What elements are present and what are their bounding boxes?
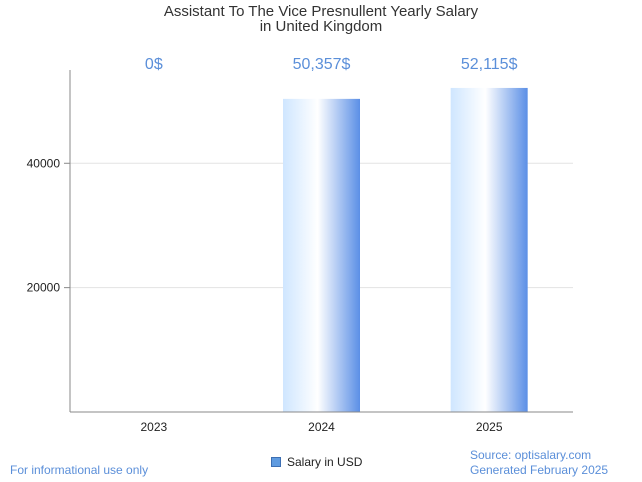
value-label: 52,115$	[461, 56, 518, 73]
value-label: 50,357$	[293, 56, 351, 73]
x-tick-label: 2025	[476, 420, 503, 434]
bars	[283, 87, 528, 412]
legend: Salary in USD	[271, 455, 362, 469]
chart-title: Assistant To The Vice Presnullent Yearly…	[0, 4, 642, 34]
labels: 20000 40000 0$ 2023 50,357$ 2024 52,115$ 2025	[27, 56, 518, 434]
x-tick-label: 2023	[140, 420, 167, 434]
value-label: 0$	[145, 56, 163, 73]
y-tick-label: 40000	[27, 156, 61, 170]
axes	[64, 70, 573, 413]
chart-title-line2: in United Kingdom	[259, 18, 383, 35]
bar	[450, 87, 528, 412]
disclaimer-text: For informational use only	[10, 463, 149, 477]
source-info: Source: optisalary.com Generated Februar…	[470, 448, 608, 478]
legend-swatch	[271, 457, 281, 467]
x-tick-label: 2024	[308, 420, 335, 434]
chart-title-line1: Assistant To The Vice Presnullent Yearly…	[163, 3, 479, 20]
y-tick-label: 20000	[27, 281, 61, 295]
generated-text: Generated February 2025	[470, 463, 609, 477]
legend-label: Salary in USD	[287, 455, 363, 469]
source-text: Source: optisalary.com	[470, 448, 592, 462]
bar	[283, 98, 360, 412]
